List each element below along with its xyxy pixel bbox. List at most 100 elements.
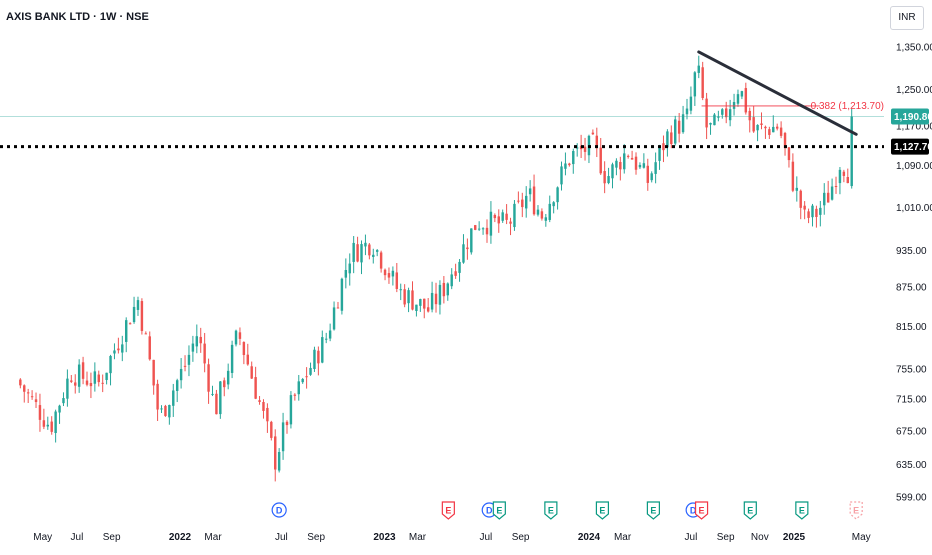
candle [442, 276, 446, 304]
candle [677, 112, 681, 143]
candle [105, 372, 108, 385]
candle [611, 162, 614, 189]
candle-body [470, 228, 473, 253]
candle-body [281, 422, 285, 452]
price-tick-label: 1,170.00 [896, 122, 932, 133]
price-axis[interactable]: 1,350.00 1,250.00 1,170.00 1,090.00 1,010.00… [886, 0, 932, 550]
candle-body [383, 269, 387, 276]
candle [46, 416, 50, 430]
candle-body [842, 171, 846, 176]
price-tick-label: 755.00 [896, 364, 927, 375]
trendline[interactable] [697, 50, 858, 136]
candle-body [242, 342, 246, 356]
price-tick-label: 599.00 [896, 493, 927, 504]
candle [136, 296, 140, 316]
earnings-marker[interactable]: E [795, 501, 809, 520]
candle-body [226, 370, 230, 385]
earnings-marker[interactable]: E [492, 501, 506, 520]
candle-body [203, 343, 206, 364]
candle [415, 304, 418, 317]
candle-body [121, 344, 124, 353]
candle-body [615, 160, 618, 168]
candle [724, 101, 728, 124]
candle-body [705, 98, 708, 128]
event-marker-letter: E [699, 506, 705, 516]
candle-body [740, 91, 744, 97]
candle-body [313, 349, 316, 369]
candle-body [438, 284, 442, 305]
candle-body [415, 304, 418, 311]
candle-body [285, 421, 289, 426]
candle-body [175, 380, 179, 391]
price-axis-background [886, 0, 932, 550]
earnings-marker[interactable]: E [694, 501, 709, 520]
candle [599, 137, 602, 175]
candle-body [70, 380, 73, 382]
candle-body [148, 336, 151, 360]
candle-body [658, 146, 661, 161]
earnings-marker[interactable]: E [441, 501, 455, 520]
candle [838, 167, 842, 195]
candle [819, 200, 822, 227]
candle [305, 367, 308, 389]
candle-body [42, 420, 46, 427]
candle-body [317, 350, 320, 364]
candle-body [497, 216, 500, 224]
candle [411, 281, 414, 311]
candle-body [768, 129, 771, 135]
candle-body [783, 132, 787, 148]
candle [332, 301, 336, 331]
candle-body [74, 382, 77, 386]
candle [481, 227, 485, 235]
candle-body [548, 203, 551, 220]
candle-body [830, 186, 834, 200]
earnings-marker[interactable]: E [595, 501, 610, 520]
time-tick-label: Mar [614, 532, 632, 543]
earnings-marker[interactable]: E [743, 501, 757, 520]
candle [30, 390, 34, 400]
candle-body [611, 164, 614, 179]
candle [246, 343, 250, 366]
candle [270, 420, 273, 441]
earnings-marker[interactable]: E [544, 501, 558, 520]
time-axis[interactable]: May Jul Sep 2022 Mar Jul Sep 2023 Mar Jul Sep 2024 M… [33, 532, 870, 543]
candle-body [603, 171, 606, 184]
candle [783, 131, 787, 156]
candle [524, 186, 528, 218]
candle-body [764, 126, 767, 129]
candle [740, 90, 744, 100]
candle-body [666, 131, 669, 148]
candle [226, 363, 230, 390]
time-tick-label: Sep [717, 532, 735, 543]
event-marker-letter: E [853, 506, 859, 516]
candle [266, 403, 269, 433]
candle [662, 135, 665, 163]
candles-layer [19, 55, 853, 482]
candle-body [50, 421, 53, 432]
candle-body [152, 359, 155, 386]
candle-body [709, 123, 712, 125]
candle [54, 409, 57, 443]
candle [23, 384, 26, 403]
candle-body [325, 338, 328, 340]
earnings-marker[interactable]: E [646, 501, 660, 520]
candle-body [481, 228, 485, 230]
earnings-marker-shape [595, 501, 610, 520]
candle [728, 99, 732, 127]
candle [556, 186, 559, 210]
candle-body [211, 393, 214, 395]
candle-body [697, 65, 700, 73]
candle [701, 61, 704, 101]
candle-body [787, 147, 791, 161]
candle-body [434, 293, 438, 305]
candle-body [430, 292, 434, 310]
currency-button[interactable]: INR [890, 6, 924, 30]
candle [583, 137, 587, 161]
earnings-marker[interactable]: E [849, 501, 863, 520]
candle [646, 158, 649, 191]
candle-body [399, 289, 402, 291]
dividend-marker[interactable]: D [271, 502, 287, 518]
